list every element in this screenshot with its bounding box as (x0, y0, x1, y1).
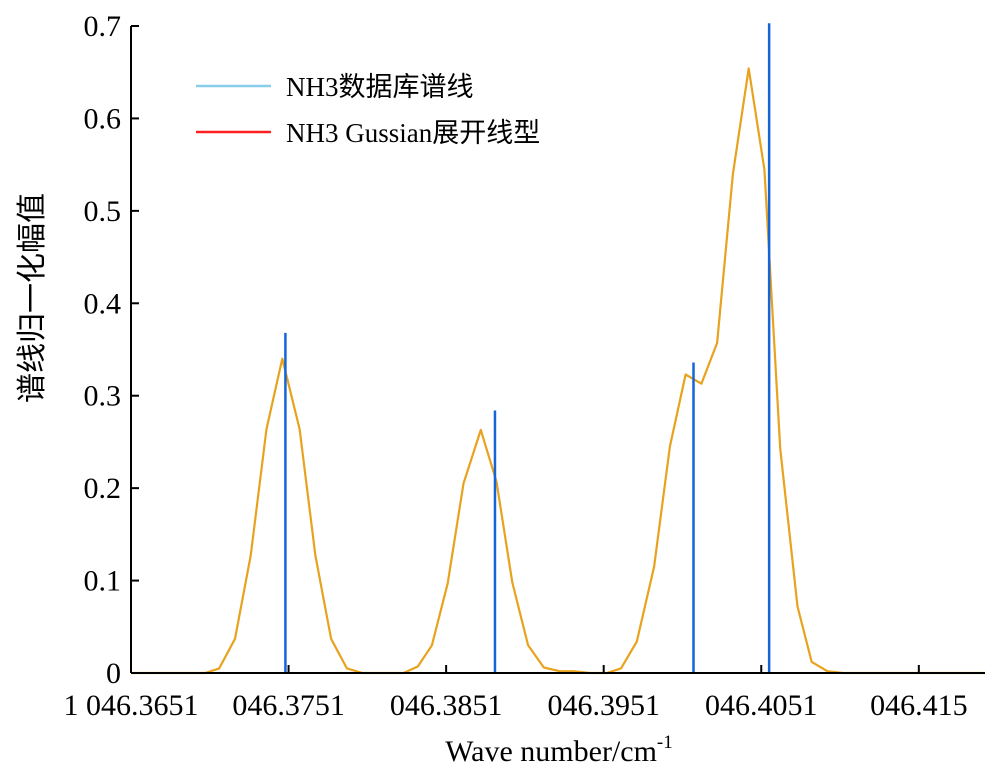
y-tick-label: 0.3 (84, 380, 122, 413)
x-tick-label: 046.4051 (705, 689, 818, 722)
y-tick-label: 0.1 (84, 565, 122, 598)
y-tick-label: 0.5 (84, 195, 122, 228)
y-tick-label: 0.6 (84, 102, 122, 135)
x-tick-label: 046.3751 (232, 689, 345, 722)
legend-label-database: NH3数据库谱线 (286, 72, 474, 102)
legend: NH3数据库谱线 NH3 Gussian展开线型 (196, 72, 540, 148)
axes (130, 26, 985, 674)
x-tick-label: 046.3951 (547, 689, 660, 722)
y-tick-label: 0 (106, 657, 121, 690)
y-tick-label: 0.7 (84, 10, 122, 43)
x-tick-label: 1 046.3651 (64, 689, 199, 722)
y-tick-label: 0.4 (84, 287, 122, 320)
y-axis-title: 谱线归一化幅值 (16, 193, 49, 403)
ticks: 0 0.1 0.2 0.3 0.4 0.5 0.6 0.7 1 046.3651 046.3751… (64, 10, 968, 722)
x-axis-title-sup: -1 (657, 732, 673, 753)
plot-area (131, 23, 985, 675)
y-tick-label: 0.2 (84, 472, 122, 505)
x-axis-title: Wave number/cm-1 (445, 732, 673, 768)
x-axis-title-main: Wave number/cm (445, 735, 657, 768)
legend-label-gaussian: NH3 Gussian展开线型 (286, 118, 540, 148)
x-tick-label: 046.415 (870, 689, 968, 722)
x-tick-label: 046.3851 (390, 689, 503, 722)
gaussian-line-series (131, 67, 985, 675)
